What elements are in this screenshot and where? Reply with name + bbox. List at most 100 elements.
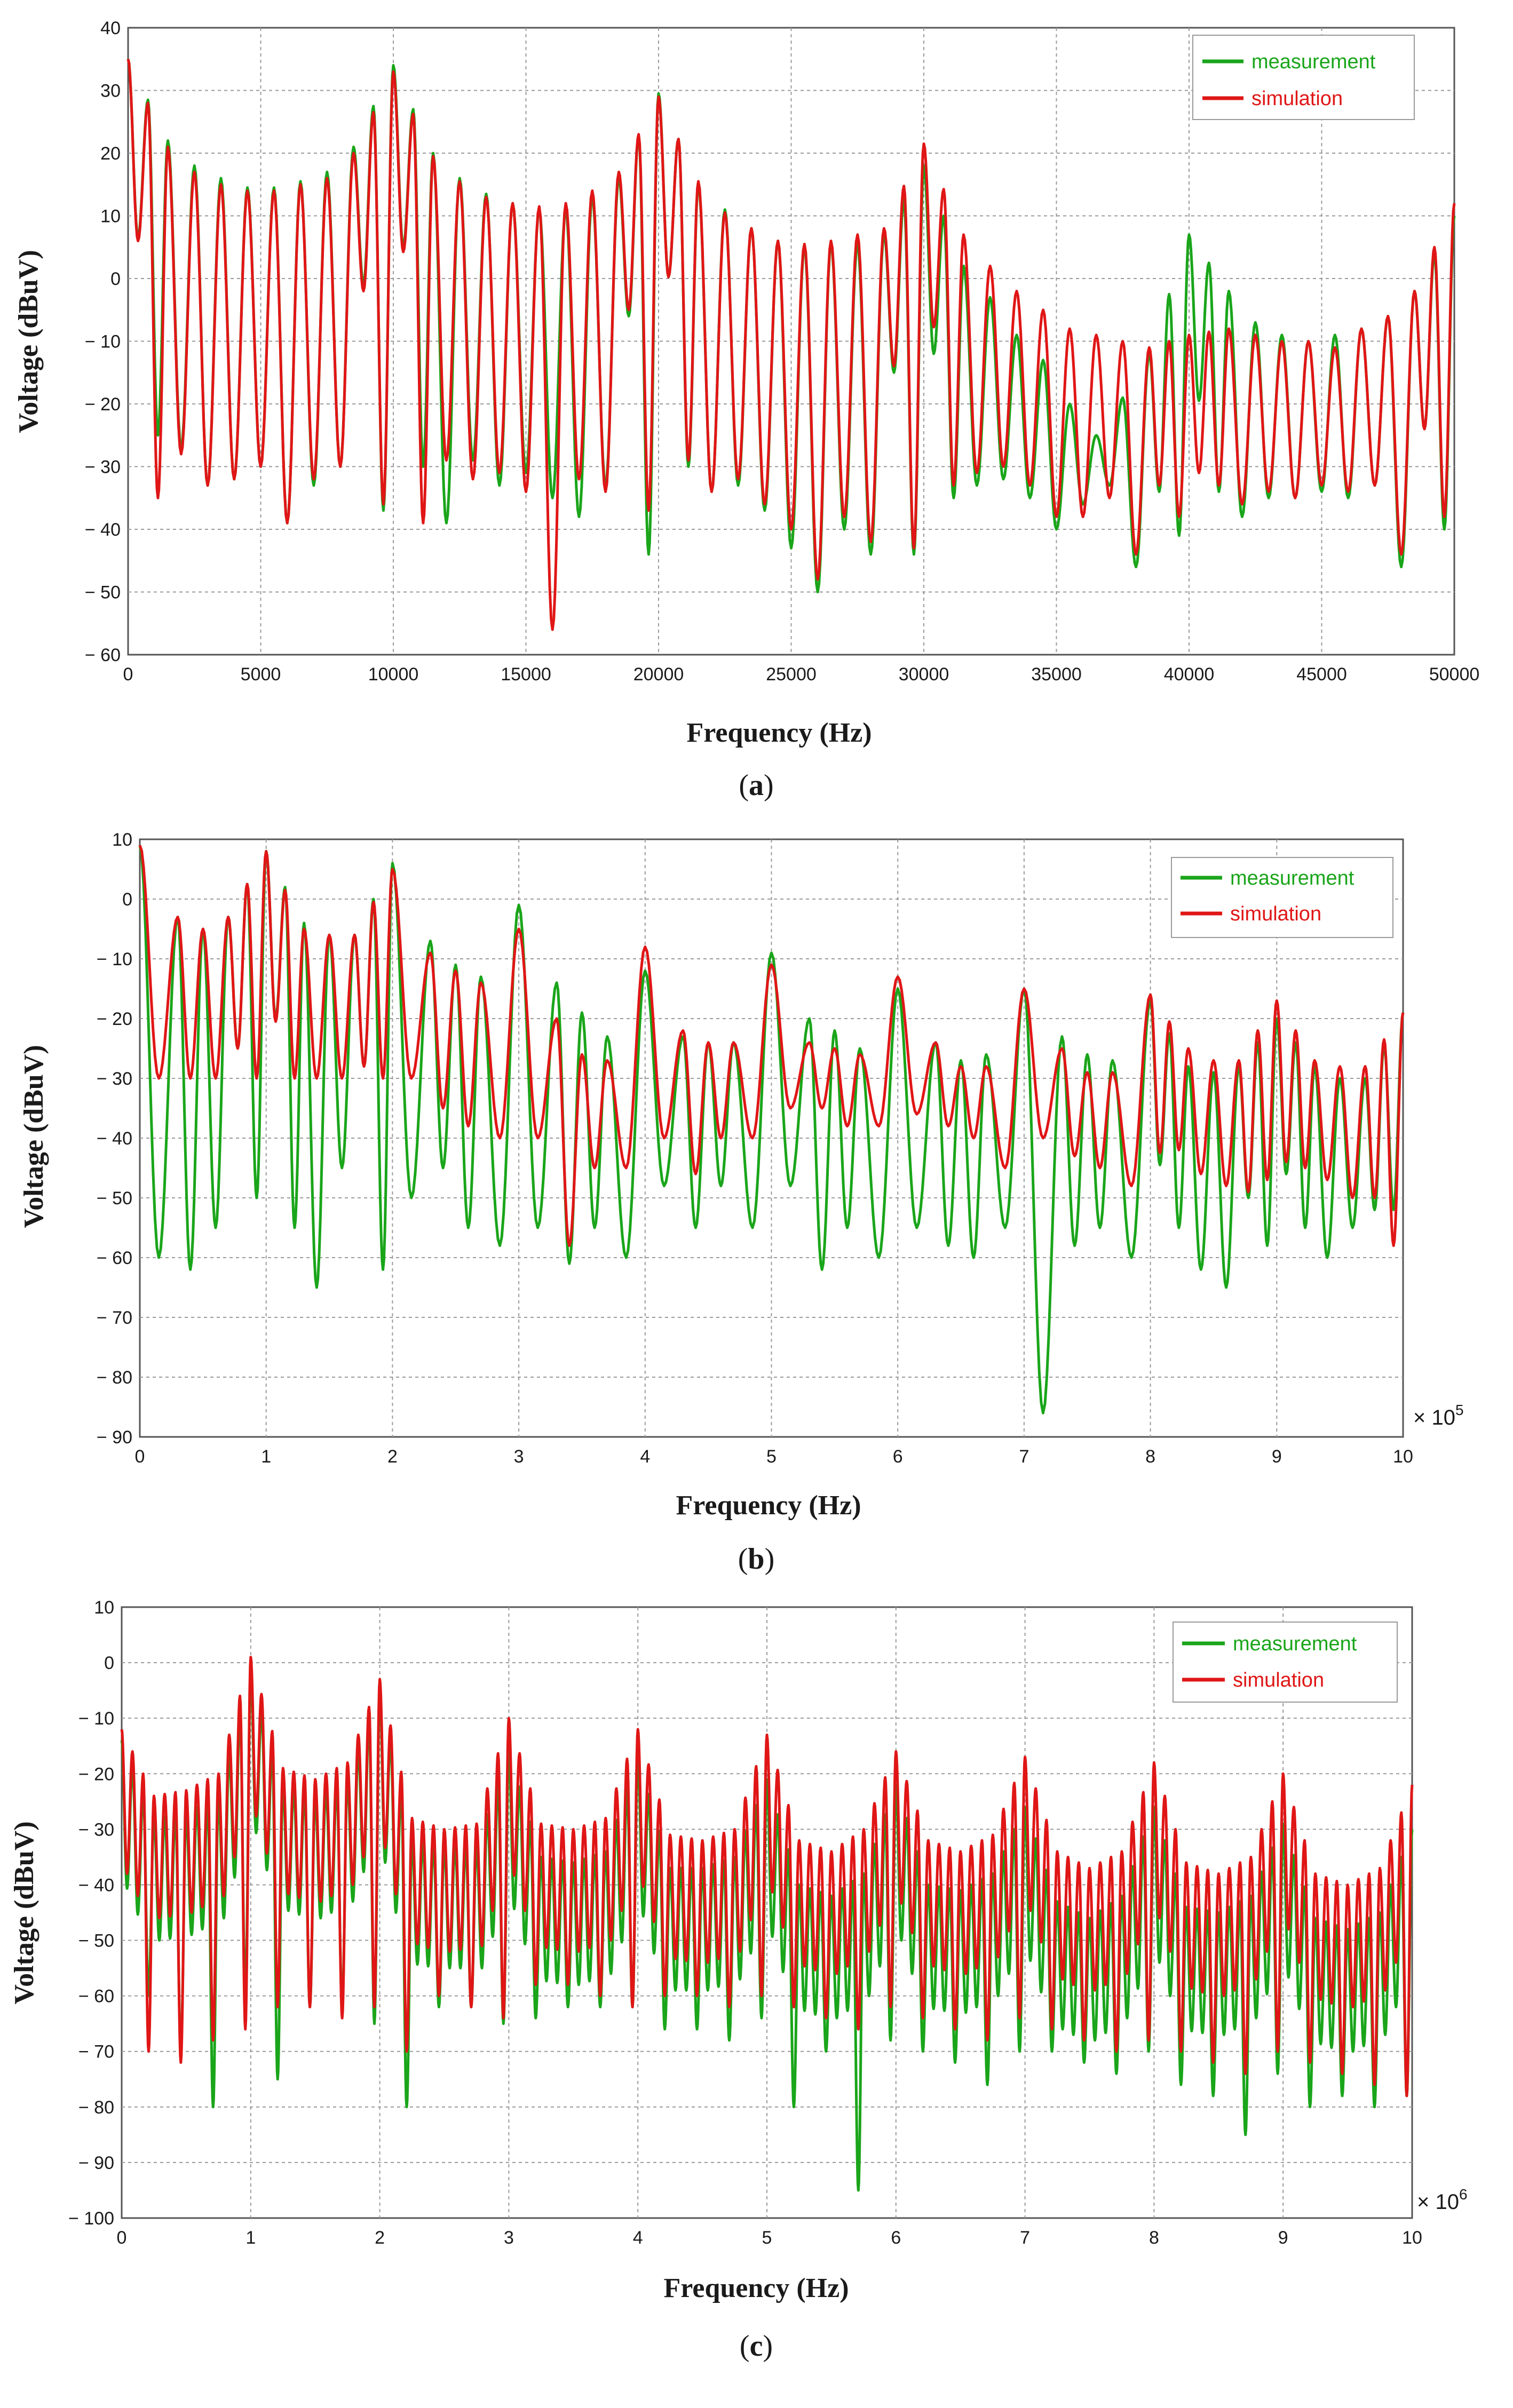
legend-label-measurement-b: measurement [1230,867,1354,889]
series-a [126,59,1456,631]
x-tick-label-c: 5 [762,2228,772,2248]
x-tick-label-c: 7 [1020,2228,1030,2248]
y-tick-label-b: − 80 [97,1368,132,1388]
x-tick-label-c: 1 [245,2228,256,2248]
series-line-simulation-b [138,845,1405,1247]
legend-box-b [1171,857,1393,938]
series-line-simulation-a [126,59,1456,631]
x-tick-label-c: 10 [1402,2228,1422,2248]
y-axis-title-a: Voltage (dBuV) [13,250,44,433]
y-tick-label-b: 10 [112,830,132,850]
y-tick-label-a: − 10 [85,332,121,352]
x-tick-label-b: 8 [1145,1447,1155,1467]
caption-a: (a) [739,769,773,802]
x-axis-title-b: Frequency (Hz) [676,1490,861,1521]
caption-letter-a: a [749,769,764,802]
series-c [120,1656,1414,2192]
y-tick-label-a: 30 [100,81,121,101]
x-tick-label-a: 50000 [1429,664,1480,685]
y-tick-label-b: − 90 [97,1427,132,1448]
legend-label-simulation-c: simulation [1233,1669,1324,1691]
x-tick-label-a: 35000 [1031,664,1082,685]
grid-a [128,28,1454,655]
legend-box-c [1173,1622,1398,1703]
x-multiplier-exp-b: 5 [1455,1402,1464,1418]
y-tick-label-c: − 40 [78,1875,114,1895]
x-tick-label-b: 5 [766,1447,777,1467]
x-multiplier-c: × 106 [1417,2186,1468,2214]
x-axis-title-a: Frequency (Hz) [686,718,872,748]
series-b [138,845,1405,1414]
x-tick-label-a: 10000 [368,664,419,685]
caption-c: (c) [740,2330,773,2363]
y-axis-title-c: Voltage (dBuV) [9,1821,39,2004]
x-axis-title-c: Frequency (Hz) [663,2273,849,2303]
x-tick-label-c: 0 [117,2228,127,2248]
y-tick-label-a: − 30 [85,457,121,478]
y-tick-label-b: − 10 [97,949,132,969]
caption-letter-c: c [750,2330,763,2363]
x-tick-label-a: 0 [123,664,133,685]
y-tick-label-c: − 60 [78,1986,114,2007]
y-tick-label-c: − 10 [78,1708,114,1729]
caption-letter-b: b [748,1543,764,1576]
caption-b: (b) [738,1543,774,1576]
y-tick-label-c: 0 [104,1653,114,1673]
y-tick-label-c: − 70 [78,2042,114,2062]
y-tick-label-b: − 50 [97,1188,132,1209]
x-tick-label-a: 45000 [1296,664,1347,685]
y-tick-label-c: − 20 [78,1764,114,1784]
y-tick-label-a: 10 [100,206,121,227]
y-tick-label-c: − 90 [78,2153,114,2173]
x-tick-label-b: 6 [893,1447,903,1467]
x-tick-label-b: 10 [1393,1447,1413,1467]
legend-c: measurement simulation [1173,1622,1398,1703]
series-line-simulation-c [120,1656,1414,2097]
y-tick-label-b: − 60 [97,1248,132,1268]
legend-label-simulation-b: simulation [1230,903,1321,925]
x-tick-label-a: 40000 [1164,664,1215,685]
legend-label-simulation-a: simulation [1251,88,1343,110]
legend-label-measurement-a: measurement [1251,51,1376,73]
x-tick-label-c: 2 [375,2228,385,2248]
x-tick-label-a: 20000 [633,664,684,685]
x-tick-label-b: 0 [135,1447,145,1467]
y-tick-label-b: − 70 [97,1308,132,1328]
x-tick-label-b: 2 [387,1447,398,1467]
y-tick-label-b: − 30 [97,1069,132,1089]
panel-c: 0 1 2 3 4 5 6 7 8 9 10− 100− 90− 80− 70− 60− 50− 4… [9,1598,1468,2363]
y-tick-label-c: − 100 [68,2208,114,2229]
x-tick-label-c: 6 [891,2228,901,2248]
ticks-b: 0 1 2 3 4 5 6 7 8 9 10 − 90 − 80 − 70 − 60 − 50 − 40 − 30… [97,830,1413,1467]
panel-b: 0 1 2 3 4 5 6 7 8 9 10 − 90 − 80 − 70 − 60 − 50 − 40 − 30… [19,830,1464,1576]
legend-a: measurement simulation [1192,35,1415,120]
x-multiplier-base-c: × 10 [1417,2190,1459,2214]
x-tick-label-a: 15000 [501,664,551,685]
y-tick-label-a: 0 [110,269,121,289]
panel-a: 0 5000 10000 15000 20000 25000 30000 35000 40000… [13,18,1479,802]
x-tick-label-c: 3 [504,2228,514,2248]
legend-box-a [1192,35,1415,120]
ticks-c: 0 1 2 3 4 5 6 7 8 9 10− 100− 90− 80− 70− 60− 50− 4… [68,1598,1422,2248]
y-tick-label-c: 10 [94,1598,114,1618]
legend-b: measurement simulation [1171,857,1393,938]
y-tick-label-a: − 50 [85,583,121,603]
y-tick-label-a: − 60 [85,645,121,665]
x-multiplier-exp-c: 6 [1459,2186,1468,2203]
y-tick-label-b: − 20 [97,1009,132,1029]
x-tick-label-b: 1 [261,1447,271,1467]
x-tick-label-a: 25000 [766,664,817,685]
legend-label-measurement-c: measurement [1233,1633,1357,1655]
x-tick-label-c: 4 [633,2228,643,2248]
y-tick-label-a: − 40 [85,520,121,540]
y-tick-label-a: 20 [100,144,121,164]
x-tick-label-a: 5000 [241,664,281,685]
ticks-a: 0 5000 10000 15000 20000 25000 30000 35000 40000… [85,18,1479,685]
y-tick-label-c: − 80 [78,2097,114,2118]
x-tick-label-c: 8 [1149,2228,1159,2248]
x-tick-label-b: 7 [1019,1447,1029,1467]
x-tick-label-b: 9 [1272,1447,1282,1467]
y-tick-label-c: − 50 [78,1931,114,1951]
y-tick-label-c: − 30 [78,1819,114,1840]
